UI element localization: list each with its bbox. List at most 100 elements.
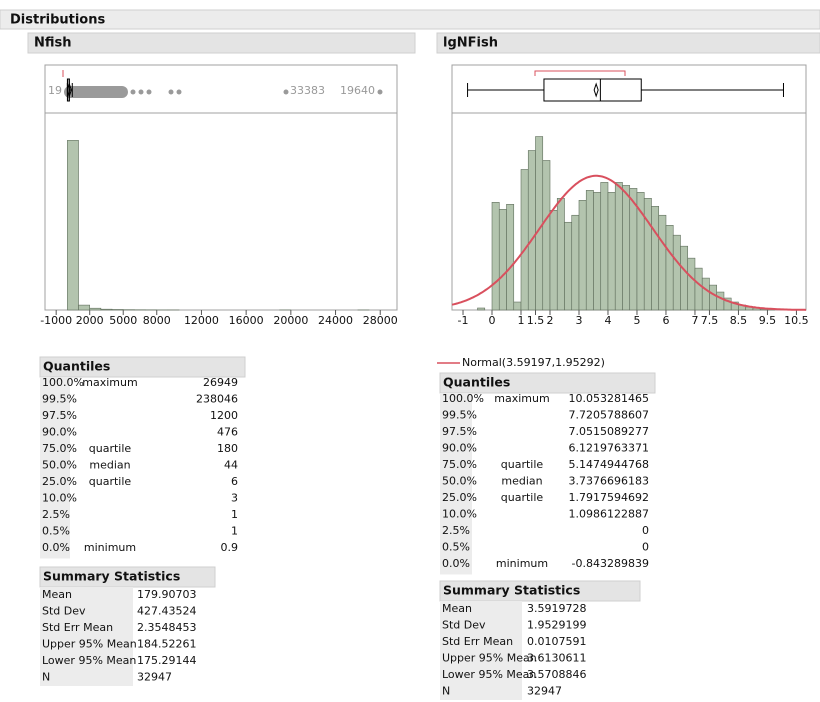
x-tick-label: 10.5	[784, 314, 809, 327]
mean-diamond	[593, 82, 599, 98]
quantile-value: 26949	[203, 376, 238, 389]
outlier-label: 33383	[290, 84, 325, 97]
outlier-dot	[176, 89, 182, 95]
quantile-level: 97.5%	[42, 409, 77, 422]
x-tick-label: 8.5	[730, 314, 748, 327]
table-header	[439, 580, 641, 602]
quantile-level: 0.0%	[442, 557, 470, 570]
label-column	[440, 601, 522, 700]
stat-value: 32947	[527, 685, 562, 698]
x-tick-label: -1000	[40, 314, 72, 327]
histogram-bar	[513, 301, 522, 311]
stat-value: 3.5919728	[527, 602, 587, 615]
x-tick-label: 28000	[363, 314, 398, 327]
stat-name: Mean	[42, 588, 72, 601]
stat-value: 2.3548453	[137, 621, 197, 634]
stat-value: 0.0107591	[527, 635, 587, 648]
histogram-bar	[593, 192, 602, 311]
quantile-level: 90.0%	[442, 442, 477, 455]
stat-name: Upper 95% Mean	[442, 652, 537, 665]
stat-value: 32947	[137, 671, 172, 684]
table-title: Summary Statistics	[443, 583, 580, 598]
quantile-name: quartile	[89, 475, 132, 488]
histogram-bar	[643, 198, 652, 311]
panel-title: lgNFish	[443, 36, 498, 51]
stat-value: 175.29144	[137, 654, 197, 667]
histogram-bar	[549, 210, 558, 311]
quantile-level: 75.0%	[42, 442, 77, 455]
stat-name: Std Err Mean	[42, 621, 113, 634]
quantile-value: 44	[224, 459, 238, 472]
stat-value: 184.52261	[137, 638, 197, 651]
quantile-level: 0.0%	[42, 541, 70, 554]
quantile-level: 100.0%	[442, 392, 484, 405]
stat-value: 179.90703	[137, 588, 197, 601]
quantile-name: median	[89, 459, 130, 472]
x-tick-label: 20000	[273, 314, 308, 327]
histogram-bar	[709, 284, 718, 311]
x-tick-label: 9.5	[759, 314, 777, 327]
quantile-level: 25.0%	[442, 491, 477, 504]
quantile-value: 0	[642, 524, 649, 537]
quantile-level: 97.5%	[442, 425, 477, 438]
table-header	[39, 356, 246, 378]
quantile-name: quartile	[89, 442, 132, 455]
quantile-name: minimum	[84, 541, 136, 554]
x-tick-label: 24000	[318, 314, 353, 327]
outlier-dot	[146, 89, 152, 95]
quantile-value: 476	[217, 426, 238, 439]
shortest-half	[534, 70, 626, 76]
quantile-name: minimum	[496, 557, 548, 570]
stat-name: Std Dev	[42, 605, 86, 618]
table-title: Summary Statistics	[43, 569, 180, 584]
quantile-value: 1200	[210, 409, 238, 422]
x-tick-label: 1	[518, 314, 525, 327]
histogram-bar	[600, 182, 609, 311]
stat-value: 3.6130611	[527, 652, 587, 665]
x-tick-label: 5000	[109, 314, 137, 327]
stat-value: 427.43524	[137, 605, 197, 618]
outlier-label: 19640	[340, 84, 375, 97]
quantile-value: 180	[217, 442, 238, 455]
histogram-bar	[701, 277, 710, 311]
quantile-level: 25.0%	[42, 475, 77, 488]
header-title: Distributions	[10, 13, 105, 28]
outlier-dot	[138, 89, 144, 95]
histogram-bar	[491, 202, 500, 311]
quantile-value: 10.053281465	[569, 392, 649, 405]
histogram-bar	[614, 182, 623, 311]
histogram-bar	[680, 245, 689, 311]
quantile-level: 99.5%	[42, 393, 77, 406]
histogram-bar	[89, 307, 102, 311]
panel-title-bar	[27, 32, 416, 54]
quantile-value: 1.0986122887	[569, 508, 649, 521]
table-title: Quantiles	[443, 375, 510, 390]
stat-value: 3.5708846	[527, 668, 587, 681]
x-tick-label: 3	[575, 314, 582, 327]
normal-curve	[451, 174, 807, 311]
x-tick-label: 1.5	[527, 314, 545, 327]
outlier-dot	[130, 89, 136, 95]
outlier-dot	[283, 89, 289, 95]
stat-name: Mean	[442, 602, 472, 615]
quantile-name: maximum	[82, 376, 137, 389]
quantile-level: 0.5%	[442, 541, 470, 554]
quantile-level: 2.5%	[442, 524, 470, 537]
table-header	[439, 372, 656, 394]
histogram-bar	[506, 204, 515, 311]
stat-name: N	[442, 685, 450, 698]
quantile-value: 7.7205788607	[569, 409, 649, 422]
panel-title: Nfish	[34, 36, 72, 51]
quantile-value: 0	[642, 541, 649, 554]
quantile-value: 6.1219763371	[569, 442, 649, 455]
histogram-bar	[694, 267, 703, 311]
quantile-name: quartile	[501, 491, 544, 504]
x-tick-label: 0	[489, 314, 496, 327]
quantile-level: 90.0%	[42, 426, 77, 439]
stat-name: Std Dev	[442, 619, 486, 632]
histogram-bar	[651, 206, 660, 311]
quantile-value: 3.7376696183	[569, 475, 649, 488]
x-tick-label: 7	[691, 314, 698, 327]
x-tick-label: 6	[662, 314, 669, 327]
